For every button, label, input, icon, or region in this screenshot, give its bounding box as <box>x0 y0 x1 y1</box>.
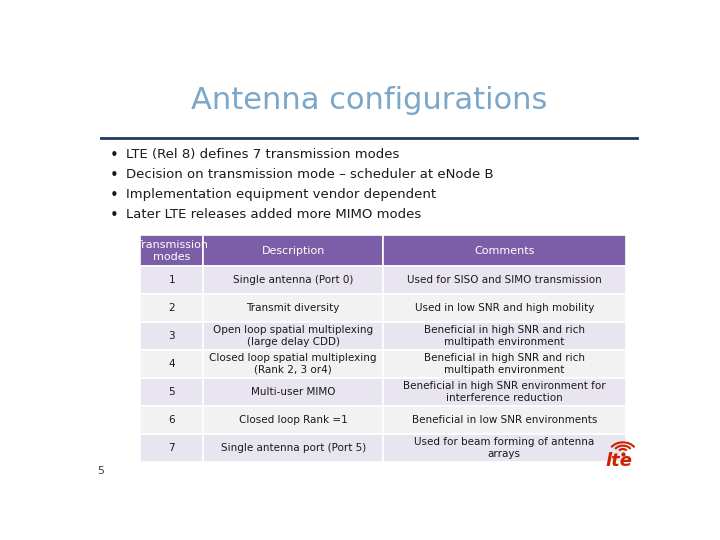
Bar <box>383 266 626 294</box>
Bar <box>140 434 203 462</box>
Bar <box>140 406 203 434</box>
Text: 2: 2 <box>168 303 175 313</box>
Text: Multi-user MIMO: Multi-user MIMO <box>251 387 336 397</box>
Text: Decision on transmission mode – scheduler at eNode B: Decision on transmission mode – schedule… <box>126 168 494 181</box>
Text: Description: Description <box>261 246 325 256</box>
Bar <box>203 266 383 294</box>
Bar <box>203 235 383 266</box>
Bar <box>140 266 203 294</box>
Text: Comments: Comments <box>474 246 534 256</box>
Text: LTE (Rel 8) defines 7 transmission modes: LTE (Rel 8) defines 7 transmission modes <box>126 148 400 161</box>
Text: Used for SISO and SIMO transmission: Used for SISO and SIMO transmission <box>407 275 602 286</box>
Bar <box>383 322 626 350</box>
Bar <box>140 322 203 350</box>
Text: 6: 6 <box>168 415 175 425</box>
Text: 5: 5 <box>168 387 175 397</box>
Bar <box>203 322 383 350</box>
Text: Transmit diversity: Transmit diversity <box>246 303 340 313</box>
Text: Single antenna (Port 0): Single antenna (Port 0) <box>233 275 354 286</box>
Bar <box>383 378 626 406</box>
Text: Beneficial in high SNR and rich
multipath environment: Beneficial in high SNR and rich multipat… <box>424 326 585 347</box>
Text: •: • <box>109 188 118 203</box>
Bar <box>140 235 203 266</box>
Bar <box>383 294 626 322</box>
Text: 4: 4 <box>168 359 175 369</box>
Text: Transmission
modes: Transmission modes <box>136 240 208 262</box>
Text: •: • <box>109 168 118 183</box>
Text: 7: 7 <box>168 443 175 453</box>
Text: •: • <box>109 208 118 223</box>
Text: Open loop spatial multiplexing
(large delay CDD): Open loop spatial multiplexing (large de… <box>213 326 373 347</box>
Bar <box>203 378 383 406</box>
Text: Antenna configurations: Antenna configurations <box>191 85 547 114</box>
Text: Single antenna port (Port 5): Single antenna port (Port 5) <box>220 443 366 453</box>
Bar <box>383 406 626 434</box>
Bar <box>203 350 383 378</box>
Text: Used in low SNR and high mobility: Used in low SNR and high mobility <box>415 303 594 313</box>
Bar <box>203 406 383 434</box>
Text: Later LTE releases added more MIMO modes: Later LTE releases added more MIMO modes <box>126 208 421 221</box>
Text: Closed loop Rank =1: Closed loop Rank =1 <box>239 415 348 425</box>
Bar <box>140 378 203 406</box>
Text: 1: 1 <box>168 275 175 286</box>
Bar <box>383 350 626 378</box>
Bar <box>383 235 626 266</box>
Text: Implementation equipment vendor dependent: Implementation equipment vendor dependen… <box>126 188 436 201</box>
Text: Beneficial in low SNR environments: Beneficial in low SNR environments <box>412 415 597 425</box>
Text: Beneficial in high SNR and rich
multipath environment: Beneficial in high SNR and rich multipat… <box>424 353 585 375</box>
Text: 3: 3 <box>168 331 175 341</box>
Bar <box>140 350 203 378</box>
Bar <box>203 294 383 322</box>
Bar <box>383 434 626 462</box>
Text: Beneficial in high SNR environment for
interference reduction: Beneficial in high SNR environment for i… <box>403 381 606 403</box>
Text: lte: lte <box>606 452 632 470</box>
Bar <box>140 294 203 322</box>
Text: 5: 5 <box>96 465 104 476</box>
Text: Used for beam forming of antenna
arrays: Used for beam forming of antenna arrays <box>414 437 595 458</box>
Text: Closed loop spatial multiplexing
(Rank 2, 3 or4): Closed loop spatial multiplexing (Rank 2… <box>210 353 377 375</box>
Text: •: • <box>109 148 118 163</box>
Bar <box>203 434 383 462</box>
